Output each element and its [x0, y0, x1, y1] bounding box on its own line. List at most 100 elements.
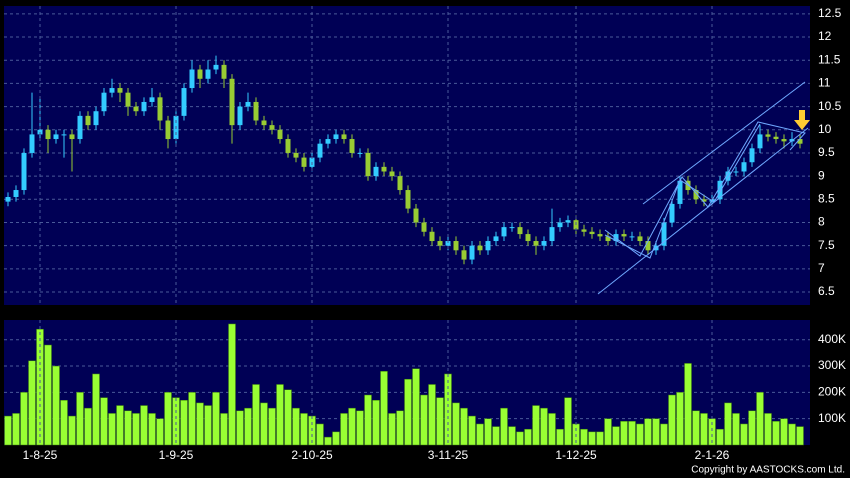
y-tick-label: 9.5	[818, 145, 835, 159]
candle-body	[165, 120, 171, 140]
volume-bar	[668, 394, 676, 446]
x-tick-label: 3-11-25	[428, 448, 469, 462]
volume-bar	[340, 413, 348, 446]
candle-body	[365, 152, 371, 177]
candle-body	[285, 139, 291, 153]
volume-bar	[676, 392, 684, 446]
volume-bar	[164, 392, 172, 446]
candle-body	[565, 220, 571, 223]
candle-body	[277, 129, 283, 140]
volume-bar	[68, 415, 76, 446]
volume-bar	[124, 410, 132, 446]
price-panel	[4, 6, 810, 305]
candle-body	[357, 152, 363, 154]
volume-bar	[764, 413, 772, 446]
candle-body	[149, 97, 155, 102]
volume-bar	[540, 407, 548, 446]
candle-body	[397, 176, 403, 191]
volume-bar	[196, 402, 204, 446]
candle-body	[429, 231, 435, 242]
candle-body	[293, 152, 299, 158]
volume-bar	[236, 410, 244, 446]
volume-bar	[788, 423, 796, 446]
candle-body	[269, 125, 275, 130]
volume-bar	[268, 407, 276, 446]
volume-bar	[260, 402, 268, 446]
candle-body	[349, 139, 355, 153]
candle-body	[589, 231, 595, 235]
candle-body	[181, 88, 187, 116]
candle-body	[501, 227, 507, 237]
candle-body	[77, 115, 83, 140]
volume-bar	[380, 371, 388, 446]
volume-bar	[780, 418, 788, 446]
volume-bar	[228, 323, 236, 446]
volume-bar	[28, 360, 36, 446]
volume-bar	[188, 392, 196, 446]
volume-bar	[412, 368, 420, 446]
volume-bar	[20, 392, 28, 446]
candle-body	[509, 227, 515, 229]
candle-body	[53, 134, 59, 140]
candle-body	[781, 139, 787, 142]
volume-bar	[252, 384, 260, 446]
volume-bar	[604, 418, 612, 446]
volume-bar	[740, 423, 748, 446]
candle-body	[237, 106, 243, 126]
x-tick-label: 2-1-26	[695, 448, 730, 462]
candle-body	[157, 97, 163, 121]
volume-bar	[596, 431, 604, 446]
candle-body	[493, 236, 499, 242]
candle-body	[445, 241, 451, 246]
candle-body	[725, 171, 731, 181]
y-tick-label: 7	[818, 261, 825, 275]
volume-bar	[204, 405, 212, 446]
volume-bar	[284, 389, 292, 446]
candle-body	[629, 236, 635, 238]
candle-body	[757, 134, 763, 149]
volume-bar	[220, 413, 228, 446]
volume-bar	[436, 397, 444, 446]
candle-body	[477, 245, 483, 251]
volume-bar	[492, 426, 500, 446]
x-tick-label: 1-8-25	[23, 448, 58, 462]
x-tick-label: 1-12-25	[555, 448, 597, 462]
volume-bar	[4, 415, 12, 446]
volume-bar	[84, 407, 92, 446]
volume-bar	[772, 421, 780, 446]
volume-bar	[348, 407, 356, 446]
candle-body	[61, 134, 67, 136]
candle-body	[117, 88, 123, 93]
candle-body	[301, 157, 307, 167]
volume-bar	[564, 397, 572, 446]
candle-body	[533, 241, 539, 246]
candle-body	[421, 222, 427, 232]
candle-body	[461, 250, 467, 260]
volume-bar	[76, 392, 84, 446]
candle-body	[549, 227, 555, 242]
y-tick-label: 200K	[818, 385, 846, 399]
y-tick-label: 100K	[818, 411, 846, 425]
candle-body	[85, 115, 91, 126]
y-tick-label: 8.5	[818, 191, 835, 205]
candle-body	[205, 69, 211, 79]
candle-body	[213, 64, 219, 70]
candle-body	[749, 148, 755, 163]
volume-bar	[628, 421, 636, 446]
volume-bar	[12, 413, 20, 446]
volume-bar	[500, 407, 508, 446]
candle-body	[581, 229, 587, 232]
candle-body	[437, 241, 443, 246]
volume-bar	[508, 426, 516, 446]
volume-bar	[524, 428, 532, 446]
volume-bar	[692, 410, 700, 446]
y-tick-label: 10	[818, 122, 832, 136]
candle-body	[525, 234, 531, 242]
y-tick-label: 400K	[818, 332, 846, 346]
volume-bar	[388, 413, 396, 446]
candle-body	[645, 241, 651, 251]
y-tick-label: 6.5	[818, 284, 835, 298]
candle-body	[253, 101, 259, 121]
candle-body	[325, 139, 331, 144]
candle-body	[29, 134, 35, 153]
